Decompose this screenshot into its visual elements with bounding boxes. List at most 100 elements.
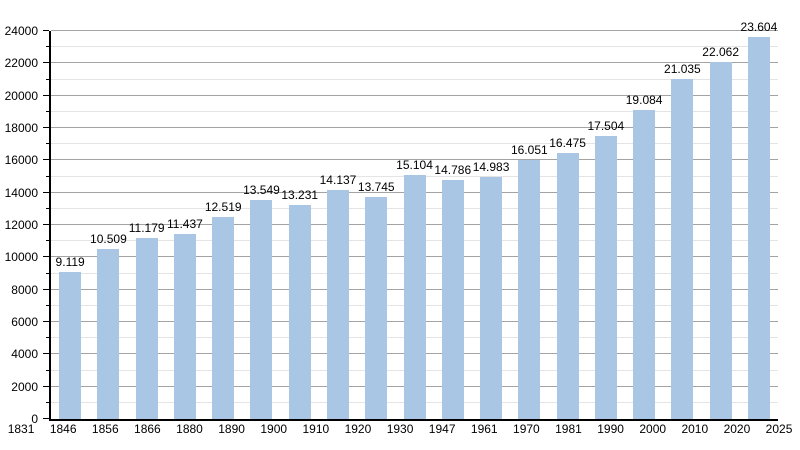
y-axis-tick [46,175,49,177]
y-axis-tick [46,304,49,306]
y-axis-tick [43,353,49,355]
x-tick-label: 1890 [218,422,245,436]
y-tick-label: 18000 [4,121,38,135]
y-axis-tick [46,337,49,339]
x-tick-label: 1880 [176,422,203,436]
bar-slot: 22.062 [702,31,740,419]
bar [556,152,579,419]
bar-slot: 15.104 [395,31,433,419]
y-tick-label: 8000 [11,282,38,297]
gridline-major [51,159,778,161]
bar-value-label: 13.549 [243,182,280,197]
bar-slot: 9.119 [51,31,89,419]
bar [518,159,541,419]
bar-slot: 14.983 [472,31,510,419]
y-axis-tick [43,321,49,322]
y-axis-tick [43,159,49,161]
bar-slot: 17.504 [587,31,625,419]
bar-slot: 16.475 [548,31,586,419]
bar-slot: 14.137 [319,31,357,419]
gridline-minor [51,46,778,48]
bar-value-label: 13.231 [281,188,319,203]
bar-value-label: 12.519 [204,199,242,214]
y-axis-tick [43,127,49,128]
bar-value-label: 22.062 [702,45,739,60]
gridline-major [51,94,778,96]
y-tick-label: 20000 [4,88,38,103]
x-tick-label: 1900 [260,422,288,436]
bar-slot: 11.437 [166,31,204,419]
bar-value-label: 11.437 [167,217,203,232]
bars-layer: 9.119 10.509 11.179 11.437 12.519 13.549 13.23… [51,21,778,419]
bar-value-label: 16.475 [549,135,586,150]
bar-value-label: 15.104 [396,157,433,172]
bar [97,249,120,419]
bar-slot: 10.509 [89,31,127,419]
y-axis-tick [46,46,49,48]
y-axis-tick [43,385,49,387]
x-tick-label: 1856 [91,422,119,436]
bar [441,179,464,419]
y-axis-tick [43,191,49,193]
bar [671,78,694,419]
bar [59,271,82,419]
bar [250,199,273,419]
y-axis-tick [43,288,49,290]
plot-area: 9.119 10.509 11.179 11.437 12.519 13.549 13.23… [43,21,778,421]
bar-slot: 16.051 [510,31,548,419]
y-tick-label: 0 [31,412,38,426]
gridline-major [51,62,778,64]
gridline-minor [51,143,778,145]
x-tick-label: 2025 [765,422,793,436]
bar [173,234,196,419]
bar-slot: 21.035 [663,31,701,419]
y-tick-label: 4000 [11,347,38,362]
x-tick-label: 1981 [555,422,582,436]
bar-value-label: 23.604 [740,20,778,35]
bar [288,205,311,419]
bar [365,196,388,419]
gridline-minor [51,78,778,80]
y-tick-label: 14000 [4,185,38,200]
bar-slot: 11.179 [128,31,166,419]
x-tick-label: 1961 [470,422,498,436]
x-tick-label: 2000 [639,422,667,436]
x-tick-label: 1947 [428,422,456,436]
y-axis-tick [46,401,49,403]
bar-value-label: 9.119 [55,254,85,269]
y-axis-tick [43,62,49,64]
x-tick-label: 2010 [681,422,709,436]
y-axis-tick [46,272,49,274]
bar [747,37,770,419]
x-axis-labels: 1831 1846 1856 1866 1880 1890 1900 1910 1920 1930… [0,422,800,436]
gridline-minor [51,110,778,112]
bar-value-label: 14.786 [434,162,472,177]
y-axis-tick [46,369,49,371]
bar [709,62,732,419]
y-axis-tick [46,143,49,145]
y-axis-tick [46,207,49,209]
bar-value-label: 10.509 [90,232,127,247]
bar-slot: 13.549 [242,31,280,419]
x-tick-label: 1920 [344,422,372,436]
bar-value-label: 13.745 [357,179,395,194]
y-axis-tick [46,240,49,242]
x-tick-label: 1846 [49,422,77,436]
y-tick-label: 12000 [4,218,38,232]
y-axis-tick [43,418,49,419]
y-tick-label: 16000 [4,153,38,168]
gridline-major [51,30,778,31]
bar-value-label: 21.035 [664,61,701,76]
bar [326,190,349,419]
bar [212,216,235,419]
bar [480,176,503,419]
bar [135,238,158,419]
x-tick-label: 1970 [513,422,540,436]
bar [633,110,656,419]
x-tick-label: 1910 [302,422,330,436]
bar-value-label: 11.179 [128,221,165,236]
bar-slot: 13.745 [357,31,395,419]
x-tick-label: 2020 [723,422,751,436]
x-tick-label: 1990 [597,422,624,436]
